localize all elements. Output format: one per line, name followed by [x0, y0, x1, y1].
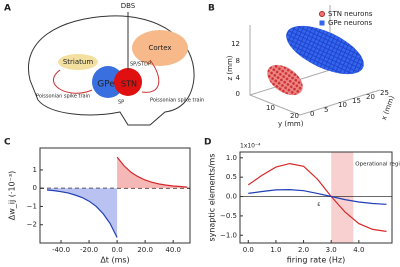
line [46, 189, 118, 238]
annotation: Operational region of interest [355, 162, 400, 168]
striatum [58, 54, 98, 70]
tick-label: 10 [338, 101, 347, 109]
label: SP [118, 100, 124, 106]
line [248, 188, 387, 205]
panel-b: B STN neurons GPe neurons z (mm) 0 4 8 1… [208, 4, 396, 129]
legend-marker [319, 11, 325, 17]
gpe [92, 66, 124, 98]
area [47, 188, 118, 238]
x-tick-label: 3.0 [326, 246, 337, 254]
x-tick-label: 40.0 [165, 246, 181, 254]
label: Cortex [148, 44, 171, 52]
legend-label: GPe neurons [328, 19, 373, 27]
panel-label: B [208, 4, 215, 14]
tick-label: 4 [236, 74, 241, 82]
y-tick-label: 1 [33, 166, 37, 174]
area [117, 157, 188, 189]
x-tick-label: 4.0 [353, 246, 364, 254]
tick-label: 0 [236, 90, 240, 98]
plot-frame [239, 151, 393, 244]
label: Poissonian spike train [36, 94, 90, 100]
label: SP/STDP [130, 62, 151, 68]
tick-label: 15 [352, 97, 361, 105]
panel-label: D [204, 138, 211, 148]
y-tick-label: −0.5 [220, 212, 237, 220]
line [247, 162, 387, 232]
tick-label: 8 [236, 57, 240, 65]
x-tick-label: -20.0 [80, 246, 98, 254]
tick-label: 25 [380, 89, 389, 97]
scale-label: 1x10⁻⁴ [240, 143, 261, 150]
legend-label: STN neurons [328, 10, 373, 18]
tick-label: 0 [310, 110, 314, 118]
plot-frame [39, 147, 191, 244]
y-tick-label: 1.0 [226, 154, 237, 162]
gpe-cloud [286, 25, 364, 75]
tick-label: 5 [324, 106, 328, 114]
x-tick-label: -40.0 [52, 246, 70, 254]
stn [114, 68, 142, 96]
y-tick-label: 0.0 [226, 193, 237, 201]
y-tick-label: −1.0 [220, 231, 237, 239]
panel-a: A DBS Cortex Striatum GPe STN SP/STDP SP… [4, 2, 204, 126]
brain-outline [28, 15, 195, 126]
y-axis-label: synaptic elements/ms [208, 153, 217, 241]
panel-label: C [4, 138, 11, 148]
stn-cloud [267, 64, 303, 96]
arrow [53, 69, 93, 94]
tick-label: 10 [266, 104, 275, 112]
label: DBS [121, 2, 136, 10]
label: GPe [97, 80, 115, 90]
legend-marker [319, 20, 325, 26]
tick-label: 12 [231, 40, 240, 48]
axis-label: y (mm) [278, 120, 304, 128]
axis-label: x (mm) [380, 94, 396, 121]
arrow [141, 59, 160, 93]
y-tick-label: −2 [27, 221, 37, 229]
x-tick-label: 2.0 [298, 246, 309, 254]
x-tick-label: 0.0 [112, 246, 123, 254]
x-tick-label: 0.0 [243, 246, 254, 254]
cortex [132, 30, 188, 66]
x-tick-label: 20.0 [137, 246, 153, 254]
x-axis-label: firing rate (Hz) [287, 256, 346, 265]
x-axis-label: Δt (ms) [100, 256, 129, 265]
tick-label: 20 [290, 112, 299, 120]
highlight-band [331, 152, 354, 243]
axis-label: z (mm) [226, 55, 234, 80]
y-tick-label: 0.5 [226, 173, 237, 181]
y-axis-label: Δw_ij (·10⁻³) [8, 171, 17, 220]
line [116, 156, 188, 188]
label: STN [121, 80, 137, 89]
label: Poissonian spike train [150, 98, 204, 104]
y-tick-label: −1 [27, 202, 37, 210]
epsilon-label: ε [317, 201, 320, 208]
y-tick-label: 0 [33, 184, 37, 192]
label: Striatum [63, 58, 93, 66]
tick-label: 20 [366, 93, 375, 101]
x-tick-label: 1.0 [270, 246, 281, 254]
panel-label: A [4, 4, 11, 14]
